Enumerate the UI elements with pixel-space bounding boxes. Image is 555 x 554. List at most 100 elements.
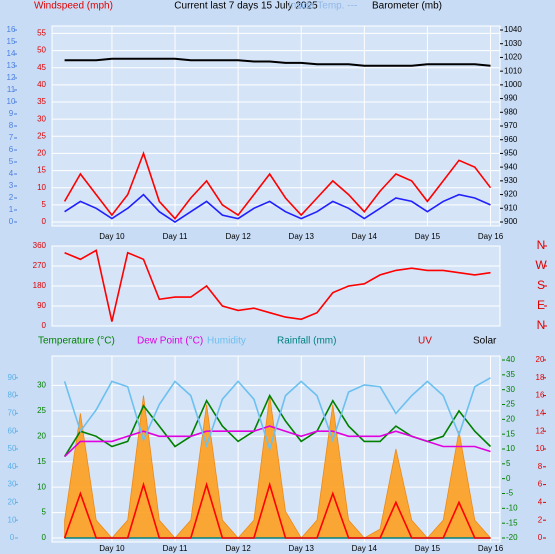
y-tick-label: 20 <box>536 355 545 364</box>
y-tick-label: 4 <box>9 169 14 178</box>
y-tick-label: 30 <box>8 480 17 489</box>
y-tick-label: 270 <box>33 261 47 270</box>
y-tick-label: 990 <box>504 94 518 103</box>
y-tick-label: S <box>537 278 545 292</box>
y-tick-label: 10 <box>37 482 46 491</box>
y-tick-label: 2 <box>538 515 543 524</box>
y-tick-label: 2 <box>9 193 14 202</box>
legend-entry: UV <box>418 336 432 347</box>
y-tick-label: 80 <box>8 391 17 400</box>
y-tick-label: 1010 <box>504 66 522 75</box>
y-axis-label: Windspeed (mph) <box>34 1 113 12</box>
y-tick-label: 18 <box>536 373 545 382</box>
y-tick-label: 15 <box>37 457 46 466</box>
y-tick-label: -15 <box>506 518 518 527</box>
legend-entry: Temperature (°C) <box>38 336 115 347</box>
y-tick-label: 70 <box>8 409 17 418</box>
y-tick-label: 30 <box>37 381 46 390</box>
y-tick-label: -20 <box>506 533 518 542</box>
x-tick-label: Day 15 <box>415 544 441 553</box>
x-tick-label: Day 16 <box>478 544 504 553</box>
x-tick-label: Day 12 <box>225 544 251 553</box>
y-tick-label: 20 <box>8 498 17 507</box>
series-line <box>64 57 491 67</box>
y-tick-label: 13 <box>7 61 16 70</box>
y-tick-label: 20 <box>37 149 46 158</box>
y-tick-label: 90 <box>37 301 46 310</box>
y-tick-label: 14 <box>7 49 16 58</box>
y-tick-label: 40 <box>8 462 17 471</box>
y-tick-label: N <box>537 318 546 332</box>
y-tick-label: 12 <box>7 73 16 82</box>
y-tick-label: 25 <box>37 131 46 140</box>
y-tick-label: 40 <box>506 355 515 364</box>
y-tick-label: 6 <box>538 480 543 489</box>
y-tick-label: 940 <box>504 162 518 171</box>
annotation: Inside Temp. --- <box>288 1 357 12</box>
y-tick-label: 40 <box>37 80 46 89</box>
y-tick-label: 55 <box>37 29 46 38</box>
solar-area <box>64 395 492 539</box>
x-tick-label: Day 14 <box>352 232 378 241</box>
y-tick-label: 50 <box>37 46 46 55</box>
x-tick-label: Day 10 <box>99 232 125 241</box>
series-line <box>63 151 492 220</box>
y-tick-label: 35 <box>37 97 46 106</box>
series-line <box>64 193 491 223</box>
y-tick-label: -10 <box>506 503 518 512</box>
y-tick-label: 980 <box>504 107 518 116</box>
y-tick-label: 0 <box>506 474 511 483</box>
y-tick-label: 920 <box>504 190 518 199</box>
legend-entry: Dew Point (°C) <box>137 336 203 347</box>
y-tick-label: 15 <box>37 166 46 175</box>
y-tick-label: 16 <box>536 391 545 400</box>
y-tick-label: 10 <box>536 444 545 453</box>
y-tick-label: 10 <box>37 183 46 192</box>
y-tick-label: 900 <box>504 217 518 226</box>
legend-entry: Solar <box>473 336 497 347</box>
series-line <box>64 425 491 458</box>
y-tick-label: 1040 <box>504 25 522 34</box>
y-tick-label: 7 <box>9 133 14 142</box>
y-tick-label: 0 <box>538 533 543 542</box>
y-tick-label: 0 <box>9 217 14 226</box>
y-tick-label: 30 <box>37 114 46 123</box>
y-tick-label: E <box>537 298 545 312</box>
y-tick-label: 8 <box>538 462 543 471</box>
y-tick-label: 910 <box>504 203 518 212</box>
x-tick-label: Day 12 <box>225 232 251 241</box>
y-tick-label: 5 <box>9 157 14 166</box>
y-tick-label: 10 <box>7 97 16 106</box>
y-tick-label: 360 <box>33 241 47 250</box>
y-tick-label: 0 <box>10 533 15 542</box>
y-tick-label: 50 <box>8 444 17 453</box>
y-tick-label: 1000 <box>504 80 522 89</box>
y-tick-label: 0 <box>42 533 47 542</box>
chart-title: Current last 7 days 15 July 2025 <box>174 1 318 12</box>
y-tick-label: 930 <box>504 176 518 185</box>
y-tick-label: 30 <box>506 385 515 394</box>
y-tick-label: 15 <box>506 429 515 438</box>
y-tick-label: 5 <box>42 508 47 517</box>
x-tick-label: Day 11 <box>163 544 188 553</box>
y-tick-label: 25 <box>37 406 46 415</box>
y-tick-label: 1020 <box>504 53 522 62</box>
y-tick-label: 5 <box>42 200 47 209</box>
y2-axis-label: Barometer (mb) <box>372 1 442 12</box>
y-tick-label: 950 <box>504 149 518 158</box>
y-tick-label: 4 <box>538 498 543 507</box>
y-tick-label: 9 <box>9 109 14 118</box>
y-tick-label: 0 <box>42 321 47 330</box>
y-tick-label: 90 <box>8 373 17 382</box>
y-tick-label: 5 <box>506 459 511 468</box>
y-tick-label: 11 <box>7 85 16 94</box>
y-tick-label: 15 <box>7 37 16 46</box>
y-tick-label: W <box>535 258 547 272</box>
series-line <box>63 377 491 452</box>
y-tick-label: 10 <box>8 515 17 524</box>
y-tick-label: N <box>537 238 546 252</box>
y-tick-label: 60 <box>8 426 17 435</box>
y-tick-label: 0 <box>42 217 47 226</box>
y-tick-label: 6 <box>9 145 14 154</box>
y-tick-label: 45 <box>37 63 46 72</box>
